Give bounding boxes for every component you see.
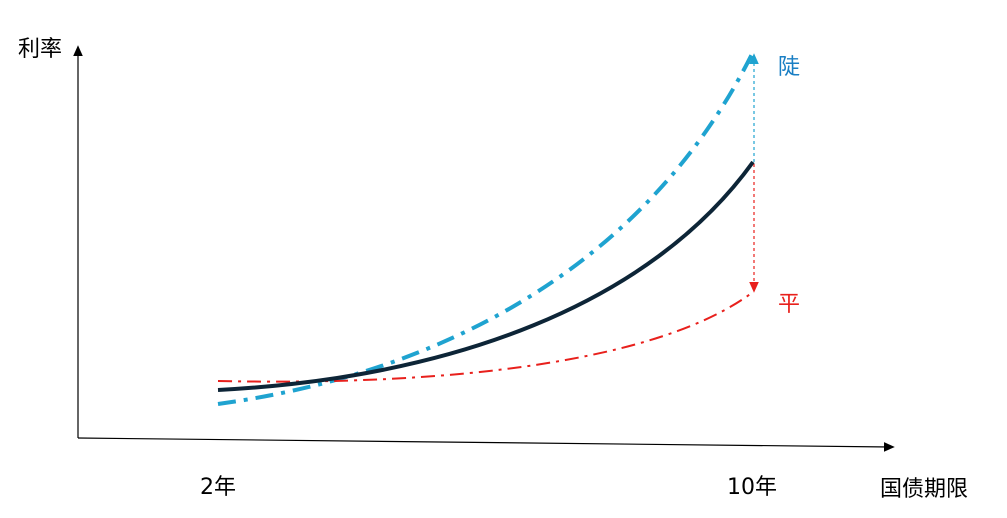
flat-label: 平 (778, 292, 800, 317)
y-axis-label: 利率 (18, 37, 62, 62)
x-axis-label: 国债期限 (880, 477, 968, 502)
x-tick-label: 10年 (727, 475, 777, 500)
x-axis (77, 437, 895, 452)
flat-curve (217, 291, 754, 383)
steep-label: 陡 (778, 55, 800, 80)
steep-curve (217, 51, 755, 406)
x-tick-label: 2年 (200, 475, 236, 500)
base-curve (217, 160, 755, 392)
